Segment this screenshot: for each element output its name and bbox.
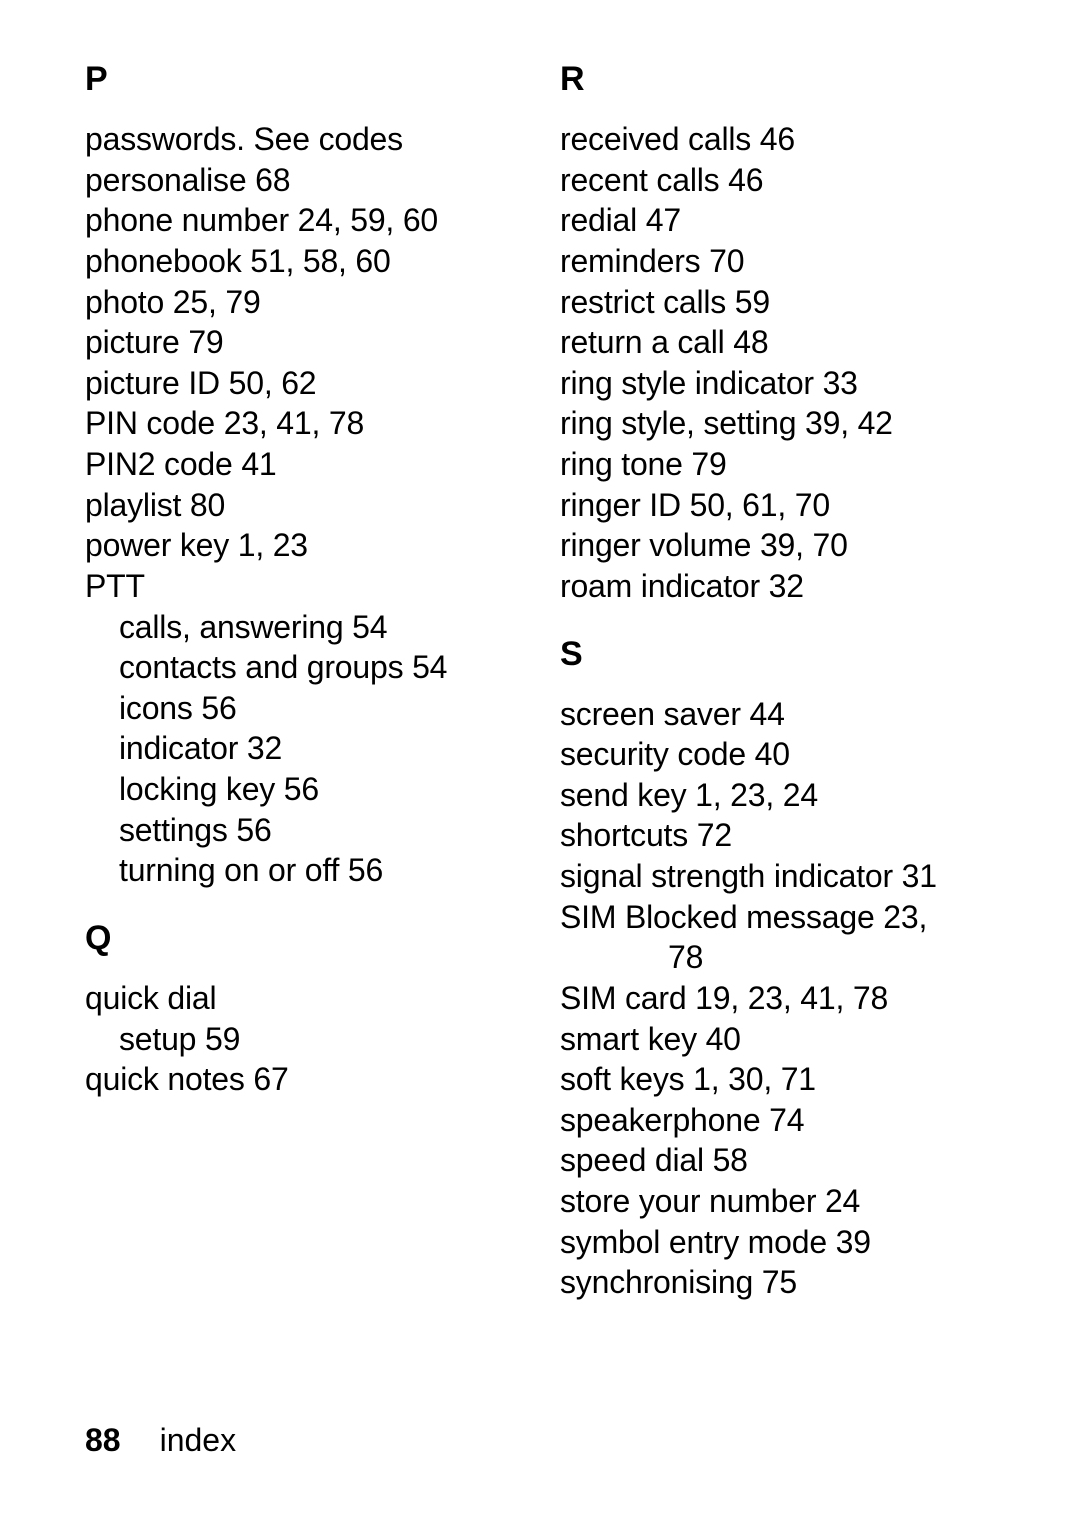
index-entry: PTT (85, 566, 540, 607)
index-entry: passwords. See codes (85, 119, 540, 160)
index-entry: redial 47 (560, 200, 1015, 241)
index-entry: speed dial 58 (560, 1140, 1015, 1181)
index-entry: photo 25, 79 (85, 282, 540, 323)
index-entry: synchronising 75 (560, 1262, 1015, 1303)
index-entry: locking key 56 (85, 769, 540, 810)
section-letter: R (560, 60, 1015, 99)
index-entry: symbol entry mode 39 (560, 1222, 1015, 1263)
index-entry: icons 56 (85, 688, 540, 729)
footer: 88 index (85, 1422, 236, 1459)
index-entry: ringer ID 50, 61, 70 (560, 485, 1015, 526)
section-letter: P (85, 60, 540, 99)
footer-label: index (160, 1422, 237, 1458)
columns: Ppasswords. See codespersonalise 68phone… (85, 60, 1020, 1303)
index-entry: personalise 68 (85, 160, 540, 201)
index-entry: indicator 32 (85, 728, 540, 769)
index-entry: send key 1, 23, 24 (560, 775, 1015, 816)
index-entry: screen saver 44 (560, 694, 1015, 735)
section-letter: Q (85, 919, 540, 958)
index-entry: return a call 48 (560, 322, 1015, 363)
index-entry: soft keys 1, 30, 71 (560, 1059, 1015, 1100)
index-entry: ring style, setting 39, 42 (560, 403, 1015, 444)
index-entry: PIN code 23, 41, 78 (85, 403, 540, 444)
section-letter: S (560, 635, 1015, 674)
index-entry: received calls 46 (560, 119, 1015, 160)
index-entry: 78 (560, 937, 1015, 978)
index-entry: recent calls 46 (560, 160, 1015, 201)
index-entry: shortcuts 72 (560, 815, 1015, 856)
index-entry: SIM card 19, 23, 41, 78 (560, 978, 1015, 1019)
index-entry: playlist 80 (85, 485, 540, 526)
index-entry: power key 1, 23 (85, 525, 540, 566)
left-column: Ppasswords. See codespersonalise 68phone… (85, 60, 540, 1303)
page-number: 88 (85, 1422, 121, 1458)
index-entry: ring tone 79 (560, 444, 1015, 485)
index-entry: smart key 40 (560, 1019, 1015, 1060)
index-entry: ring style indicator 33 (560, 363, 1015, 404)
index-entry: calls, answering 54 (85, 607, 540, 648)
index-entry: ringer volume 39, 70 (560, 525, 1015, 566)
index-entry: contacts and groups 54 (85, 647, 540, 688)
index-entry: restrict calls 59 (560, 282, 1015, 323)
index-entry: roam indicator 32 (560, 566, 1015, 607)
index-entry: picture 79 (85, 322, 540, 363)
index-entry: SIM Blocked message 23, (560, 897, 1015, 938)
index-entry: PIN2 code 41 (85, 444, 540, 485)
index-entry: phonebook 51, 58, 60 (85, 241, 540, 282)
index-entry: quick notes 67 (85, 1059, 540, 1100)
index-entry: security code 40 (560, 734, 1015, 775)
index-entry: store your number 24 (560, 1181, 1015, 1222)
index-entry: quick dial (85, 978, 540, 1019)
index-entry: signal strength indicator 31 (560, 856, 1015, 897)
index-entry: speakerphone 74 (560, 1100, 1015, 1141)
index-entry: settings 56 (85, 810, 540, 851)
index-entry: reminders 70 (560, 241, 1015, 282)
index-entry: setup 59 (85, 1019, 540, 1060)
index-entry: picture ID 50, 62 (85, 363, 540, 404)
index-entry: turning on or off 56 (85, 850, 540, 891)
index-entry: phone number 24, 59, 60 (85, 200, 540, 241)
right-column: Rreceived calls 46recent calls 46redial … (560, 60, 1015, 1303)
index-page: Ppasswords. See codespersonalise 68phone… (0, 0, 1080, 1521)
